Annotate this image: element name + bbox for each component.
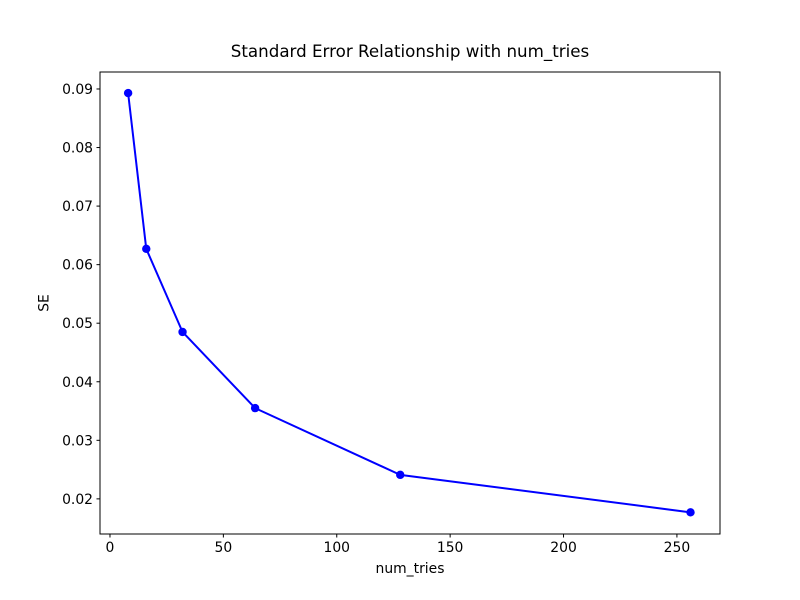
x-tick-label: 200 bbox=[550, 540, 577, 556]
y-tick-label: 0.07 bbox=[62, 199, 93, 215]
x-tick-label: 150 bbox=[437, 540, 464, 556]
data-point bbox=[250, 403, 260, 413]
plot-background bbox=[100, 72, 720, 534]
y-tick-label: 0.05 bbox=[62, 316, 93, 332]
data-point bbox=[123, 88, 133, 98]
x-tick-label: 0 bbox=[106, 540, 115, 556]
y-tick-label: 0.03 bbox=[62, 433, 93, 449]
data-point bbox=[178, 327, 187, 337]
y-tick-label: 0.09 bbox=[62, 82, 93, 98]
x-tick-label: 250 bbox=[664, 540, 691, 556]
axes-group: 0 50 100 150 200 250 0.02 0.03 0.04 0.05 0.06 0.07 0… bbox=[62, 71, 721, 556]
y-tick-label: 0.06 bbox=[62, 258, 93, 274]
data-point bbox=[142, 244, 151, 254]
x-tick-label: 100 bbox=[323, 540, 350, 556]
axes-spines bbox=[99, 71, 721, 535]
chart-title: Standard Error Relationship with num_tri… bbox=[231, 41, 589, 62]
y-tick-label: 0.08 bbox=[62, 141, 93, 157]
y-tick-label: 0.04 bbox=[62, 375, 93, 391]
x-axis-label: num_tries bbox=[376, 561, 445, 577]
data-point bbox=[686, 508, 695, 517]
x-tick-label: 50 bbox=[215, 540, 233, 556]
y-tick-label: 0.02 bbox=[62, 492, 93, 508]
data-line bbox=[127, 92, 691, 514]
y-axis-label: SE bbox=[37, 294, 53, 312]
data-point bbox=[396, 470, 405, 480]
